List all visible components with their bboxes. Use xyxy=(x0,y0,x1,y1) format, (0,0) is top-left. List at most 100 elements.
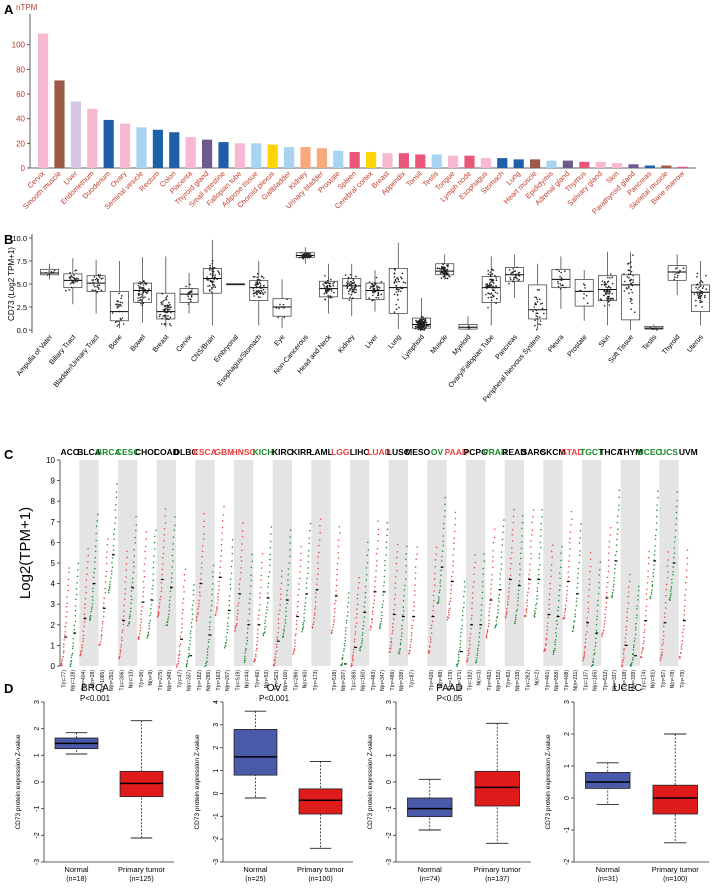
a-bar xyxy=(415,154,426,168)
c-point xyxy=(261,561,263,564)
c-point xyxy=(330,631,333,633)
b-point xyxy=(327,294,329,297)
c-point xyxy=(680,646,683,648)
c-point xyxy=(501,544,504,546)
b-point xyxy=(533,324,536,327)
c-point xyxy=(234,627,237,629)
c-y-tick-label: 5 xyxy=(51,559,56,568)
b-point xyxy=(74,280,77,283)
c-point xyxy=(120,643,123,646)
b-point xyxy=(116,307,119,309)
c-point xyxy=(547,616,549,619)
c-point xyxy=(416,546,419,548)
c-point xyxy=(674,529,677,532)
c-point xyxy=(608,552,610,554)
c-point xyxy=(128,622,130,624)
c-group-label: T(n=174) xyxy=(641,670,647,691)
c-point xyxy=(550,550,553,552)
b-point xyxy=(534,319,537,321)
c-point xyxy=(410,634,413,637)
b-point xyxy=(448,275,450,277)
b-point xyxy=(349,280,352,283)
c-point xyxy=(412,619,414,622)
b-point xyxy=(400,287,403,290)
b-point xyxy=(630,297,632,300)
b-point xyxy=(214,274,217,276)
c-point xyxy=(632,646,635,648)
c-point xyxy=(631,658,634,661)
c-point xyxy=(379,627,381,629)
c-point xyxy=(135,529,137,532)
c-point xyxy=(648,550,650,553)
c-point xyxy=(546,629,549,631)
c-point xyxy=(293,649,296,651)
c-point xyxy=(681,643,683,646)
c-point xyxy=(275,650,278,653)
b-point xyxy=(256,278,259,281)
c-point xyxy=(130,598,133,601)
b-point xyxy=(347,283,349,285)
c-point xyxy=(280,575,283,578)
b-point xyxy=(490,286,493,289)
c-point xyxy=(459,635,462,638)
c-point xyxy=(589,558,592,560)
c-point xyxy=(168,603,171,606)
c-group-label: N(n=13) xyxy=(129,670,135,689)
d-box xyxy=(407,797,453,818)
c-point xyxy=(686,557,689,559)
c-point xyxy=(248,613,251,615)
c-point xyxy=(187,655,190,657)
c-point xyxy=(617,509,620,511)
b-point xyxy=(114,321,117,324)
b-point xyxy=(608,290,611,293)
c-point xyxy=(297,611,299,613)
b-point xyxy=(262,277,265,279)
c-point xyxy=(277,626,280,629)
c-point xyxy=(353,640,356,643)
b-x-tick-label: Skin xyxy=(598,334,612,349)
c-point xyxy=(274,662,276,664)
c-point xyxy=(255,655,257,657)
a-bar xyxy=(480,158,491,168)
c-point xyxy=(431,620,434,623)
b-point xyxy=(402,281,405,283)
c-point xyxy=(512,529,514,531)
c-point xyxy=(479,619,482,621)
c-point xyxy=(281,636,284,639)
c-point xyxy=(177,662,179,665)
c-point xyxy=(308,529,311,532)
b-point xyxy=(256,276,258,279)
c-point xyxy=(451,579,453,582)
c-point xyxy=(623,649,625,652)
c-point xyxy=(530,557,532,560)
b-point xyxy=(355,291,357,294)
c-point xyxy=(461,624,464,627)
c-point xyxy=(518,583,520,586)
c-point xyxy=(244,659,246,661)
c-group-label: N(n=291) xyxy=(109,670,115,691)
c-cancer-label: DLBC xyxy=(174,447,198,457)
c-point xyxy=(669,599,671,601)
c-point xyxy=(89,614,92,617)
c-point xyxy=(433,572,436,575)
c-point xyxy=(651,585,654,587)
c-point xyxy=(343,650,345,652)
c-point xyxy=(287,579,289,581)
c-point xyxy=(560,566,562,569)
c-point xyxy=(91,603,94,605)
c-point xyxy=(92,587,94,590)
b-point xyxy=(329,296,331,299)
c-point xyxy=(186,659,189,662)
c-cancer-label: MESO xyxy=(405,447,430,457)
c-point xyxy=(104,587,106,590)
c-cancer-label: LAML xyxy=(309,447,333,457)
c-group-label: T(n=492) xyxy=(487,670,493,691)
c-point xyxy=(392,618,395,620)
c-point xyxy=(346,615,349,617)
b-point xyxy=(626,275,629,278)
b-point xyxy=(416,326,418,329)
c-y-tick-label: 3 xyxy=(51,600,56,609)
b-point xyxy=(603,290,606,293)
c-point xyxy=(443,515,446,518)
